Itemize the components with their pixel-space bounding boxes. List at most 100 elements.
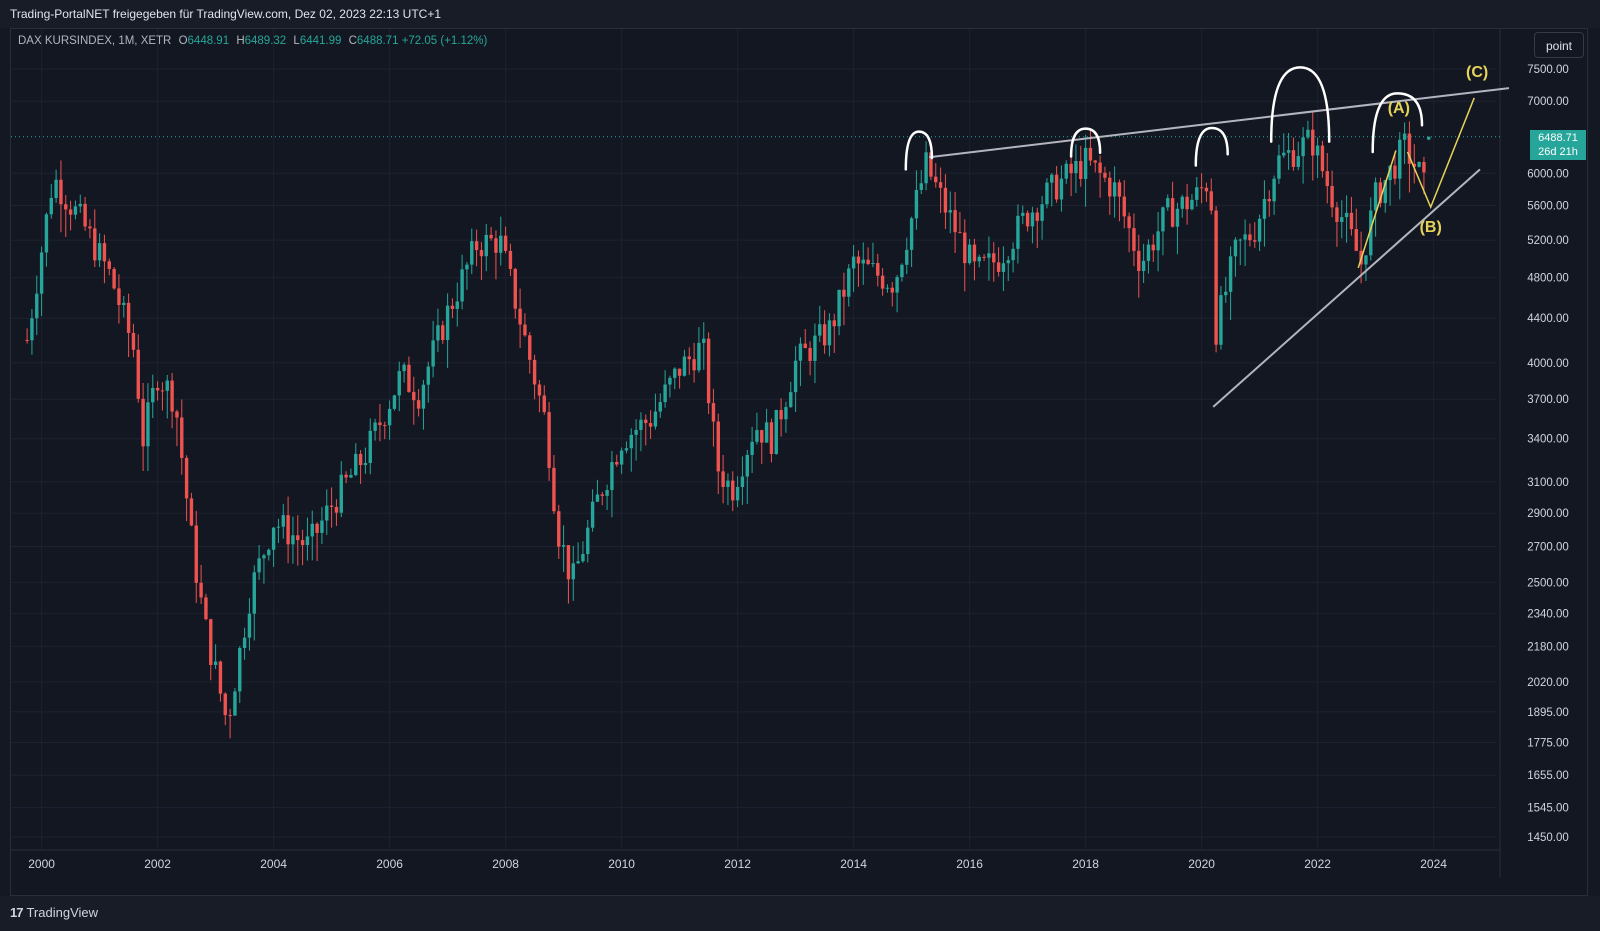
candle-body <box>1185 196 1189 210</box>
candle-body <box>610 462 614 491</box>
candle-body <box>1267 198 1271 202</box>
candle-body <box>1170 198 1175 227</box>
x-tick-label: 2012 <box>724 857 751 871</box>
open-label: O <box>178 35 188 47</box>
candle-body <box>508 250 513 269</box>
candle-body <box>605 490 609 496</box>
candle-body <box>561 545 566 547</box>
candle-body <box>745 454 749 477</box>
candle-body <box>634 429 638 435</box>
candle-body <box>1325 171 1329 187</box>
candle-body <box>735 487 740 501</box>
candle-body <box>943 187 948 213</box>
candle-body <box>155 387 160 391</box>
candle-body <box>914 189 919 219</box>
candle-body <box>827 320 832 346</box>
candle-body <box>726 480 730 487</box>
candle-body <box>1243 234 1247 240</box>
change-value: +72.05 (+1.12%) <box>401 35 488 47</box>
candle-body <box>494 238 498 253</box>
candle-body <box>595 494 600 502</box>
ohlc-legend: DAX KURSINDEX, 1M, XETR O6448.91 H6489.3… <box>18 35 487 47</box>
candle-body <box>445 305 450 341</box>
candle-body <box>305 536 310 546</box>
y-tick-label: 1655.00 <box>1527 770 1569 782</box>
top-arc-0 <box>904 130 934 171</box>
candle-body <box>876 263 880 276</box>
candle-body <box>310 523 314 537</box>
candle-body <box>1277 155 1281 179</box>
y-tick-label: 1775.00 <box>1527 737 1569 749</box>
x-tick-label: 2018 <box>1072 857 1099 871</box>
y-tick-label: 1545.00 <box>1527 802 1569 814</box>
scale-point-button[interactable]: point <box>1534 32 1584 58</box>
candle-body <box>803 343 807 348</box>
candle-body <box>44 214 49 253</box>
tradingview-logo[interactable]: 17 TradingView <box>10 905 98 920</box>
candle-body <box>436 325 440 341</box>
candle-body <box>184 457 189 499</box>
candle-body <box>68 209 73 215</box>
candle-body <box>532 359 537 385</box>
candle-body <box>170 380 174 412</box>
candle-body <box>1373 182 1378 211</box>
y-tick-label: 4400.00 <box>1527 313 1569 325</box>
candle-body <box>247 613 252 638</box>
candle-body <box>1199 187 1204 189</box>
candle-body <box>639 419 643 430</box>
candle-body <box>1349 212 1354 230</box>
candle-body <box>73 206 78 215</box>
candle-body <box>1050 174 1054 183</box>
candle-body <box>1388 165 1392 181</box>
candle-body <box>1364 255 1368 265</box>
x-tick-label: 2014 <box>840 857 867 871</box>
candle-body <box>644 419 648 424</box>
candle-body <box>871 263 875 265</box>
candle-body <box>1054 174 1059 200</box>
candle-body <box>977 256 981 262</box>
x-tick-label: 2016 <box>956 857 983 871</box>
candle-body <box>716 421 720 472</box>
candle-body <box>653 411 658 427</box>
y-tick-label: 6000.00 <box>1527 168 1569 180</box>
candle-body <box>624 448 629 451</box>
high-label: H <box>236 35 245 47</box>
candle-body <box>325 505 329 521</box>
candle-body <box>1045 182 1049 205</box>
wave-line-1 <box>1406 97 1475 210</box>
candle-body <box>223 693 227 716</box>
candle-body <box>818 324 822 336</box>
candle-body <box>151 387 155 403</box>
candle-body <box>658 402 662 412</box>
candle-body <box>1137 250 1141 272</box>
candle-body <box>963 232 967 264</box>
candle-body <box>856 256 861 264</box>
candle-body <box>668 377 672 385</box>
candle-body <box>1040 204 1044 221</box>
candle-body <box>1315 145 1320 156</box>
candle-body <box>368 430 372 463</box>
candle-body <box>484 234 488 257</box>
y-tick-label: 2500.00 <box>1527 577 1569 589</box>
candle-body <box>740 476 745 488</box>
candle-body <box>615 462 619 465</box>
candle-body <box>1253 240 1257 242</box>
candle-body <box>339 474 343 513</box>
candle-body <box>895 277 899 293</box>
symbol-label[interactable]: DAX KURSINDEX, 1M, XETR <box>18 35 172 47</box>
candle-body <box>1093 160 1097 163</box>
candle-body <box>465 264 469 270</box>
candle-body <box>276 526 281 528</box>
attribution-text: Trading-PortalNET freigegeben für Tradin… <box>10 7 442 21</box>
candle-body <box>1427 136 1431 140</box>
candle-body <box>774 410 778 455</box>
bar-countdown: 26d 21h <box>1538 145 1578 158</box>
candle-body <box>1156 231 1160 251</box>
candle-body <box>1035 212 1039 221</box>
candle-body <box>204 597 208 620</box>
candle-body <box>1016 215 1020 249</box>
candle-body <box>760 430 764 443</box>
y-tick-label: 2340.00 <box>1527 608 1569 620</box>
candle-body <box>1088 147 1093 161</box>
